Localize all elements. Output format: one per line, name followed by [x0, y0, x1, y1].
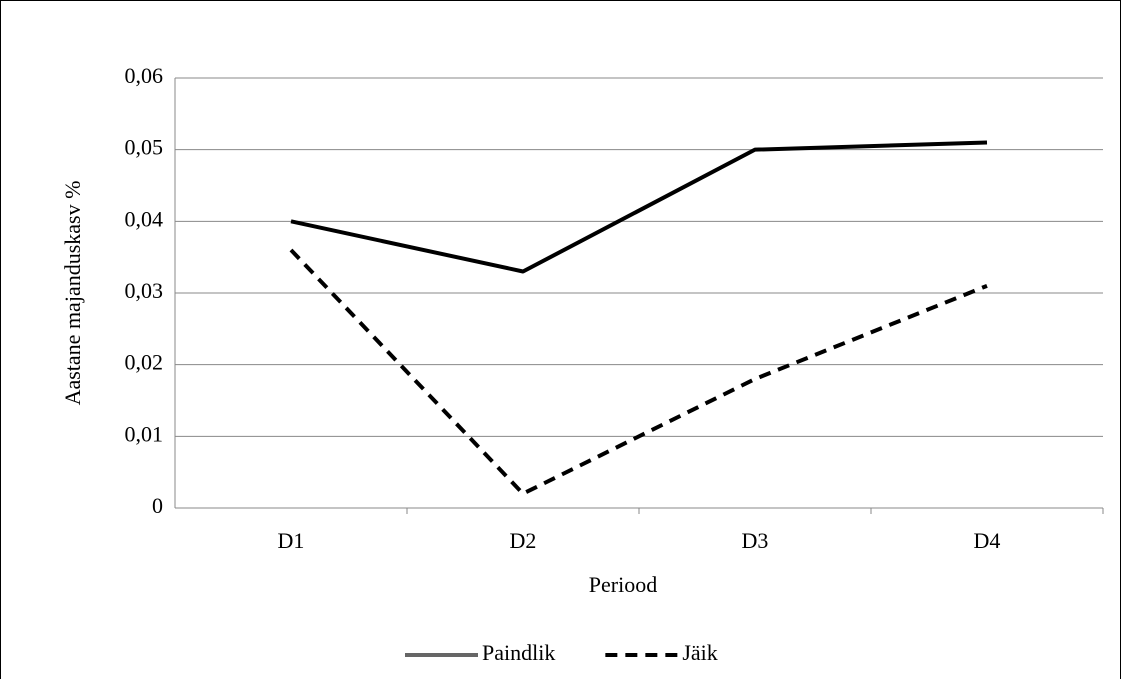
series-line: [289, 248, 988, 496]
legend-label: Paindlik: [482, 640, 555, 665]
x-tick-label: D1: [278, 528, 305, 553]
y-tick-label: 0,06: [125, 63, 164, 88]
x-tick-label: D3: [742, 528, 769, 553]
y-tick-label: 0: [152, 493, 163, 518]
y-axis-label: Aastane majanduskasv %: [60, 181, 85, 406]
y-tick-label: 0,03: [125, 278, 164, 303]
series-line: [290, 140, 988, 274]
y-tick-label: 0,02: [125, 350, 164, 375]
legend-label: Jäik: [682, 640, 717, 665]
y-tick-label: 0,01: [125, 421, 164, 446]
y-tick-label: 0,05: [125, 135, 164, 160]
x-tick-label: D2: [510, 528, 537, 553]
x-axis-label: Periood: [589, 572, 657, 597]
y-tick-label: 0,04: [125, 206, 164, 231]
x-tick-label: D4: [974, 528, 1001, 553]
